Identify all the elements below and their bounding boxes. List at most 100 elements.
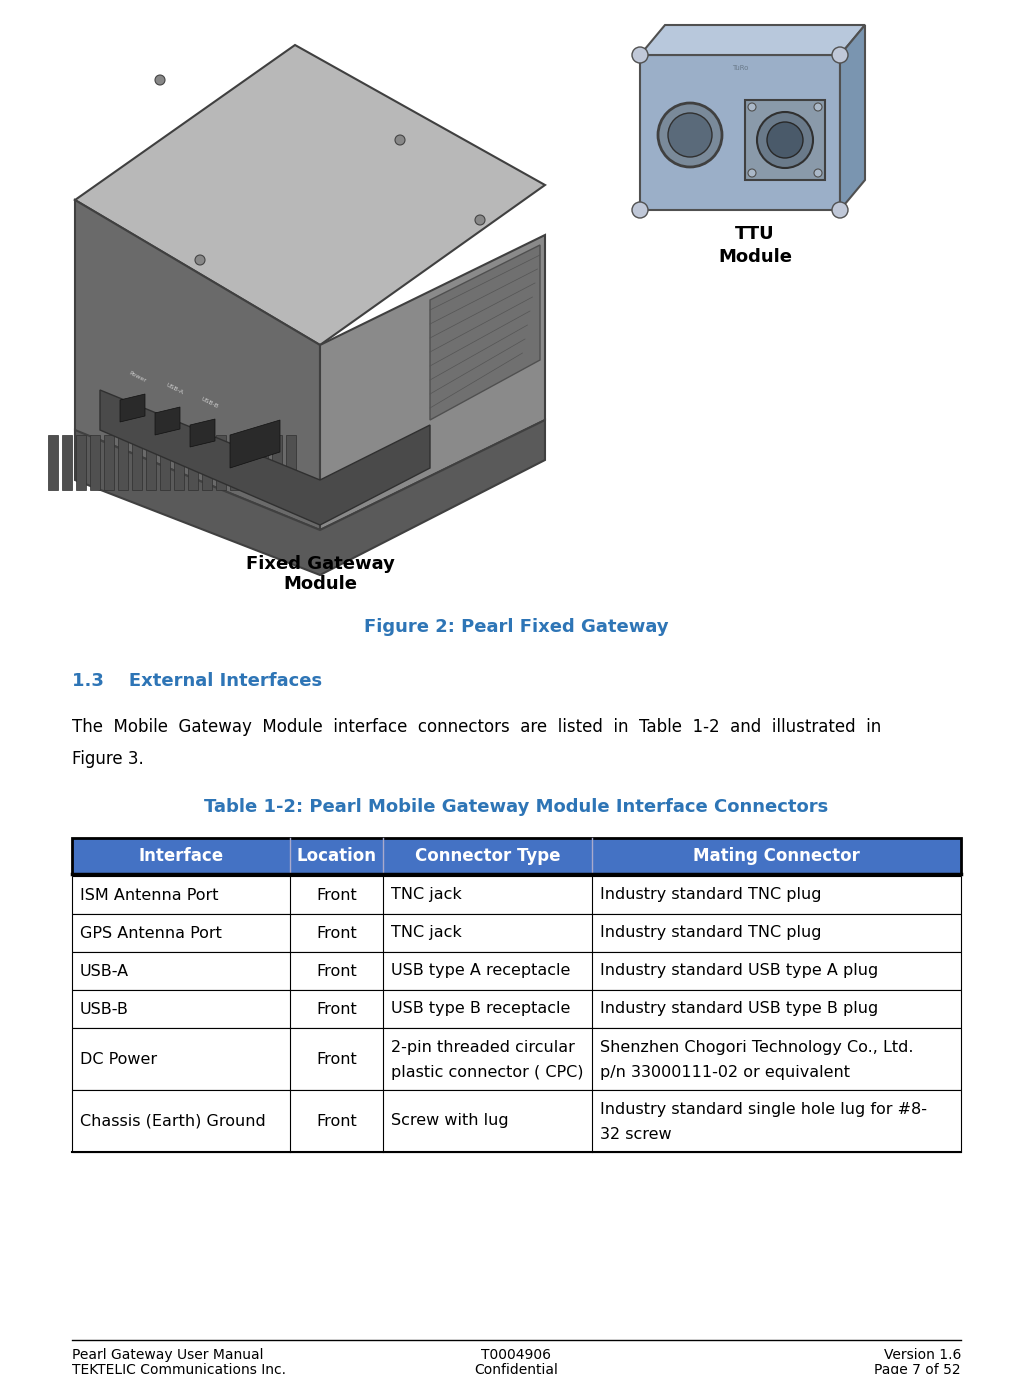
Polygon shape [118, 436, 128, 491]
Text: Front: Front [316, 1051, 356, 1066]
Text: TEKTELIC Communications Inc.: TEKTELIC Communications Inc. [72, 1363, 286, 1374]
Polygon shape [202, 436, 212, 491]
Polygon shape [190, 419, 215, 447]
Polygon shape [230, 436, 240, 491]
Text: Front: Front [316, 963, 356, 978]
Polygon shape [155, 407, 180, 436]
Text: Chassis (Earth) Ground: Chassis (Earth) Ground [80, 1113, 265, 1128]
Circle shape [832, 202, 848, 218]
Text: Page 7 of 52: Page 7 of 52 [874, 1363, 961, 1374]
Text: Confidential: Confidential [474, 1363, 558, 1374]
Circle shape [766, 122, 803, 158]
Text: Front: Front [316, 926, 356, 940]
Text: Module: Module [718, 247, 792, 267]
Bar [640, 55, 840, 210]
Polygon shape [640, 25, 865, 55]
Text: Industry standard USB type A plug: Industry standard USB type A plug [600, 963, 878, 978]
Text: Front: Front [316, 1002, 356, 1017]
Bar [72, 877, 961, 914]
Text: Version 1.6: Version 1.6 [883, 1348, 961, 1362]
Polygon shape [244, 436, 254, 491]
Polygon shape [75, 201, 320, 530]
Text: Location: Location [296, 846, 376, 866]
Text: TNC jack: TNC jack [392, 888, 462, 903]
Circle shape [475, 214, 486, 225]
Bar [72, 838, 961, 874]
Polygon shape [48, 436, 58, 491]
Text: Front: Front [316, 1113, 356, 1128]
Polygon shape [216, 436, 226, 491]
Polygon shape [90, 436, 100, 491]
Text: ISM Antenna Port: ISM Antenna Port [80, 888, 219, 903]
Text: Pearl Gateway User Manual: Pearl Gateway User Manual [72, 1348, 263, 1362]
Text: Industry standard TNC plug: Industry standard TNC plug [600, 926, 821, 940]
Polygon shape [120, 394, 145, 422]
Text: Figure 2: Pearl Fixed Gateway: Figure 2: Pearl Fixed Gateway [364, 618, 668, 636]
Circle shape [632, 202, 648, 218]
Text: The  Mobile  Gateway  Module  interface  connectors  are  listed  in  Table  1-2: The Mobile Gateway Module interface conn… [72, 719, 881, 736]
Text: Module: Module [283, 574, 357, 594]
Text: Power: Power [128, 370, 147, 383]
Polygon shape [100, 390, 430, 525]
Polygon shape [430, 245, 540, 420]
Circle shape [748, 103, 756, 111]
Circle shape [658, 103, 722, 168]
Circle shape [395, 135, 405, 146]
Text: TNC jack: TNC jack [392, 926, 462, 940]
Text: TTU: TTU [735, 225, 775, 243]
Text: USB-A: USB-A [165, 383, 184, 396]
Polygon shape [258, 436, 268, 491]
Text: USB type B receptacle: USB type B receptacle [392, 1002, 570, 1017]
Bar [72, 914, 961, 952]
Circle shape [748, 169, 756, 177]
Text: Mating Connector: Mating Connector [693, 846, 859, 866]
Text: USB type A receptacle: USB type A receptacle [392, 963, 570, 978]
Text: Interface: Interface [138, 846, 223, 866]
Bar [72, 991, 961, 1028]
Text: Shenzhen Chogori Technology Co., Ltd.: Shenzhen Chogori Technology Co., Ltd. [600, 1040, 913, 1055]
Bar [72, 1090, 961, 1151]
Text: TuRo: TuRo [731, 65, 748, 71]
Circle shape [814, 169, 822, 177]
Polygon shape [230, 420, 280, 469]
Polygon shape [76, 436, 86, 491]
Text: p/n 33000111-02 or equivalent: p/n 33000111-02 or equivalent [600, 1065, 850, 1080]
Polygon shape [272, 436, 282, 491]
Circle shape [814, 103, 822, 111]
Polygon shape [320, 235, 545, 530]
Polygon shape [160, 436, 170, 491]
Text: Industry standard single hole lug for #8-: Industry standard single hole lug for #8… [600, 1102, 927, 1117]
Polygon shape [75, 420, 545, 574]
Polygon shape [174, 436, 184, 491]
Polygon shape [132, 436, 142, 491]
Text: USB-A: USB-A [80, 963, 129, 978]
Text: USB-B: USB-B [200, 396, 219, 409]
Polygon shape [75, 45, 545, 345]
Text: Figure 3.: Figure 3. [72, 750, 144, 768]
Text: Table 1-2: Pearl Mobile Gateway Module Interface Connectors: Table 1-2: Pearl Mobile Gateway Module I… [204, 798, 828, 816]
Circle shape [668, 113, 712, 157]
Polygon shape [840, 25, 865, 210]
Circle shape [632, 47, 648, 63]
Bar [745, 100, 825, 180]
Text: plastic connector ( CPC): plastic connector ( CPC) [392, 1065, 584, 1080]
Text: Connector Type: Connector Type [415, 846, 560, 866]
Text: Industry standard TNC plug: Industry standard TNC plug [600, 888, 821, 903]
Bar [72, 1028, 961, 1090]
Polygon shape [62, 436, 72, 491]
Text: Industry standard USB type B plug: Industry standard USB type B plug [600, 1002, 878, 1017]
Polygon shape [146, 436, 156, 491]
Text: GPS Antenna Port: GPS Antenna Port [80, 926, 222, 940]
Text: 2-pin threaded circular: 2-pin threaded circular [392, 1040, 575, 1055]
Text: USB-B: USB-B [80, 1002, 129, 1017]
Text: 1.3    External Interfaces: 1.3 External Interfaces [72, 672, 322, 690]
Text: T0004906: T0004906 [481, 1348, 551, 1362]
Text: Fixed Gateway: Fixed Gateway [246, 555, 395, 573]
Bar [72, 952, 961, 991]
Circle shape [757, 113, 813, 168]
Polygon shape [286, 436, 296, 491]
Text: DC Power: DC Power [80, 1051, 157, 1066]
Text: Screw with lug: Screw with lug [392, 1113, 509, 1128]
Circle shape [155, 76, 165, 85]
Circle shape [832, 47, 848, 63]
